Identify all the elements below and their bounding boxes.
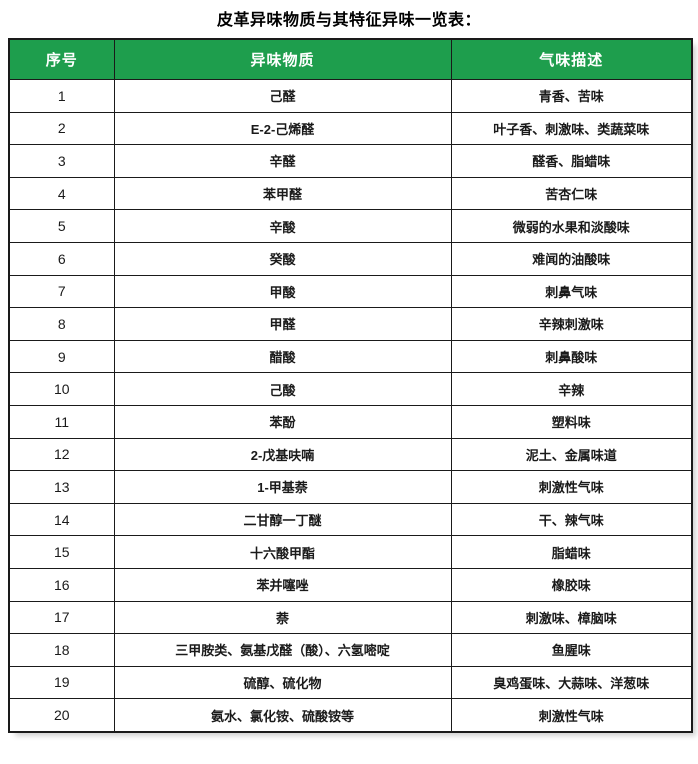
odor-cell: 醛香、脂蜡味 [450,144,693,178]
substance-cell: 己酸 [113,372,452,406]
odor-cell: 鱼腥味 [450,633,693,667]
row-number-cell: 6 [8,241,115,276]
row-number-cell: 14 [8,502,115,537]
table-row: 12 2-戊基呋喃 泥土、金属味道 [8,437,693,472]
substance-cell: 十六酸甲酯 [113,535,452,569]
substance-cell: E-2-己烯醛 [113,111,452,146]
odor-cell: 微弱的水果和淡酸味 [450,209,693,243]
table-row: 8 甲醛 辛辣刺激味 [8,307,693,341]
substance-cell: 三甲胺类、氨基戊醛（酸）、六氢嘧啶 [113,633,452,667]
header-row: 序号 异味物质 气味描述 [8,38,693,80]
row-number-cell: 2 [8,111,115,146]
odor-cell: 刺激性气味 [450,698,693,733]
odor-cell: 青香、苦味 [450,79,693,113]
row-number-cell: 1 [8,79,115,113]
row-number-cell: 19 [8,665,115,700]
row-number-cell: 7 [8,274,115,309]
table-row: 17 萘 刺激味、樟脑味 [8,600,693,635]
page-title: 皮革异味物质与其特征异味一览表： [216,12,481,29]
substance-cell: 醋酸 [113,339,452,374]
table-row: 7 甲酸 刺鼻气味 [8,274,693,309]
table-row: 5 辛酸 微弱的水果和淡酸味 [8,209,693,243]
table-row: 1 己醛 青香、苦味 [8,79,693,113]
odor-cell: 干、辣气味 [450,502,693,537]
row-number-cell: 4 [8,176,115,211]
odor-cell: 苦杏仁味 [450,176,693,211]
row-number-cell: 18 [8,633,115,667]
odor-cell: 刺激味、樟脑味 [450,600,693,635]
substance-cell: 辛醛 [113,144,452,178]
odor-cell: 橡胶味 [450,567,693,602]
table-row: 2 E-2-己烯醛 叶子香、刺激味、类蔬菜味 [8,111,693,146]
table-row: 3 辛醛 醛香、脂蜡味 [8,144,693,178]
substance-cell: 癸酸 [113,241,452,276]
col-header-index: 序号 [8,38,115,80]
odor-cell: 脂蜡味 [450,535,693,569]
table-row: 13 1-甲基萘 刺激性气味 [8,470,693,504]
row-number-cell: 9 [8,339,115,374]
substance-cell: 二甘醇一丁醚 [113,502,452,537]
substance-cell: 己醛 [113,79,452,113]
row-number-cell: 8 [8,307,115,341]
substance-cell: 苯酚 [113,404,452,439]
row-number-cell: 12 [8,437,115,472]
row-number-cell: 16 [8,567,115,602]
table-row: 20 氨水、氯化铵、硫酸铵等 刺激性气味 [8,698,693,733]
odor-cell: 难闻的油酸味 [450,241,693,276]
row-number-cell: 3 [8,144,115,178]
table-row: 11 苯酚 塑料味 [8,404,693,439]
substance-cell: 甲酸 [113,274,452,309]
odor-cell: 辛辣刺激味 [450,307,693,341]
row-number-cell: 10 [8,372,115,406]
table-row: 9 醋酸 刺鼻酸味 [8,339,693,374]
col-header-substance: 异味物质 [113,38,452,80]
row-number-cell: 11 [8,404,115,439]
row-number-cell: 17 [8,600,115,635]
odor-cell: 刺鼻气味 [450,274,693,309]
substance-cell: 苯并噻唑 [113,567,452,602]
odor-cell: 刺鼻酸味 [450,339,693,374]
odor-table: 序号 异味物质 气味描述 1 己醛 青香、苦味 2 E-2-己烯醛 叶子香、刺激… [8,38,693,733]
table-row: 18 三甲胺类、氨基戊醛（酸）、六氢嘧啶 鱼腥味 [8,633,693,667]
odor-cell: 叶子香、刺激味、类蔬菜味 [450,111,693,146]
table-row: 4 苯甲醛 苦杏仁味 [8,176,693,211]
col-header-odor: 气味描述 [450,38,693,80]
substance-cell: 甲醛 [113,307,452,341]
odor-cell: 辛辣 [450,372,693,406]
row-number-cell: 13 [8,470,115,504]
substance-cell: 硫醇、硫化物 [113,665,452,700]
substance-cell: 苯甲醛 [113,176,452,211]
row-number-cell: 5 [8,209,115,243]
odor-cell: 塑料味 [450,404,693,439]
odor-cell: 泥土、金属味道 [450,437,693,472]
table-row: 6 癸酸 难闻的油酸味 [8,241,693,276]
row-number-cell: 15 [8,535,115,569]
substance-cell: 萘 [113,600,452,635]
table-row: 15 十六酸甲酯 脂蜡味 [8,535,693,569]
odor-cell: 刺激性气味 [450,470,693,504]
table-row: 16 苯并噻唑 橡胶味 [8,567,693,602]
substance-cell: 2-戊基呋喃 [113,437,452,472]
table-row: 19 硫醇、硫化物 臭鸡蛋味、大蒜味、洋葱味 [8,665,693,700]
substance-cell: 氨水、氯化铵、硫酸铵等 [113,698,452,733]
table-row: 14 二甘醇一丁醚 干、辣气味 [8,502,693,537]
substance-cell: 1-甲基萘 [113,470,452,504]
odor-cell: 臭鸡蛋味、大蒜味、洋葱味 [450,665,693,700]
table-body: 1 己醛 青香、苦味 2 E-2-己烯醛 叶子香、刺激味、类蔬菜味 3 辛醛 醛… [8,79,693,733]
table-row: 10 己酸 辛辣 [8,372,693,406]
row-number-cell: 20 [8,698,115,733]
substance-cell: 辛酸 [113,209,452,243]
